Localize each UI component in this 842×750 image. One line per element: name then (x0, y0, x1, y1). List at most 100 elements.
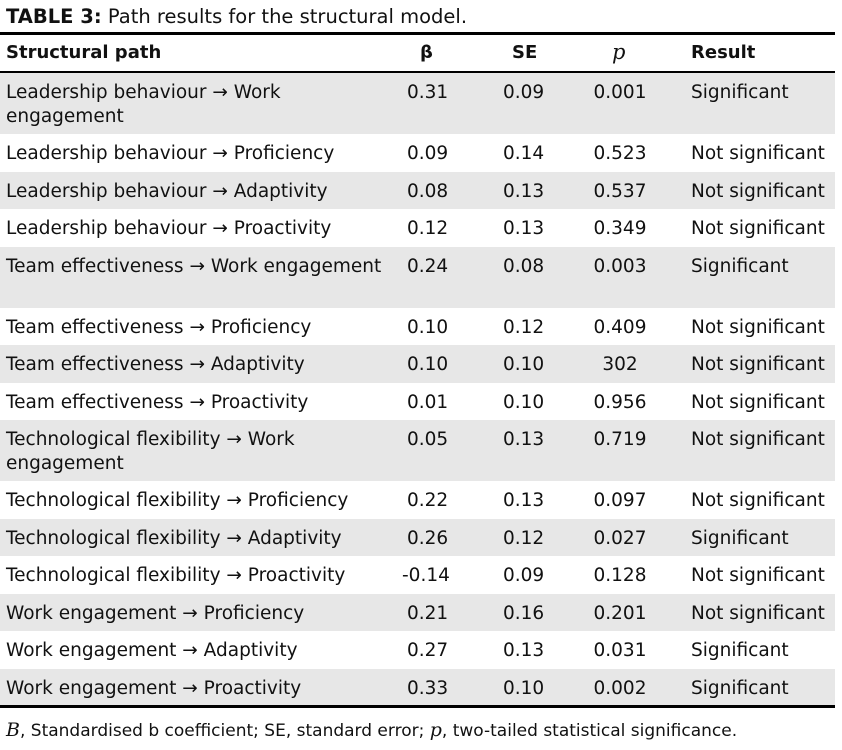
cell-p: 302 (602, 354, 638, 375)
cell-beta: 0.31 (407, 82, 449, 103)
cell-path: Leadership behaviour → Work engagement (6, 82, 281, 127)
cell-beta: 0.33 (407, 677, 449, 699)
cell-path: Team effectiveness → Proactivity (6, 391, 309, 413)
cell-p: 0.128 (593, 565, 647, 586)
cell-se: 0.12 (503, 527, 545, 549)
cell-se: 0.10 (503, 677, 545, 699)
cell-path: Work engagement → Proactivity (6, 677, 302, 699)
cell-p: 0.027 (593, 527, 647, 549)
table-row: Leadership behaviour → Proficiency 0.09 … (0, 134, 835, 172)
cell-se: 0.09 (503, 565, 545, 586)
table-row: Technological flexibility → Adaptivity 0… (0, 518, 835, 556)
cell-result: Significant (691, 255, 789, 277)
table-caption: TABLE 3: Path results for the structural… (6, 4, 467, 30)
cell-result: Significant (691, 527, 789, 549)
table-row: Work engagement → Adaptivity 0.27 0.13 0… (0, 631, 835, 669)
table-row: Technological flexibility → Work engagem… (0, 420, 835, 481)
cell-beta: 0.12 (407, 218, 449, 239)
cell-result: Not significant (691, 143, 825, 164)
cell-se: 0.14 (503, 143, 545, 164)
cell-path: Work engagement → Adaptivity (6, 640, 298, 661)
bottom-rule (0, 705, 835, 708)
table-label: TABLE 3: (6, 5, 102, 28)
header-rule (0, 71, 835, 73)
cell-path: Team effectiveness → Proficiency (6, 316, 312, 338)
cell-path: Work engagement → Proficiency (6, 602, 305, 624)
cell-p: 0.537 (593, 180, 647, 202)
header-p: p (612, 40, 626, 64)
cell-result: Not significant (691, 180, 825, 202)
cell-p: 0.003 (593, 255, 647, 277)
cell-beta: 0.21 (407, 602, 449, 624)
cell-path: Technological flexibility → Proactivity (6, 565, 346, 586)
cell-beta: 0.27 (407, 640, 449, 661)
table-footnote: B, Standardised b coefficient; SE, stand… (6, 718, 737, 743)
table-row: Work engagement → Proficiency 0.21 0.16 … (0, 593, 835, 631)
table-row: Team effectiveness → Adaptivity 0.10 0.1… (0, 345, 835, 383)
cell-beta: -0.14 (402, 565, 450, 586)
table-row: Team effectiveness → Proficiency 0.10 0.… (0, 308, 835, 346)
cell-p: 0.523 (593, 143, 647, 164)
cell-beta: 0.08 (407, 180, 449, 202)
cell-beta: 0.22 (407, 490, 449, 511)
cell-path: Technological flexibility → Proficiency (6, 490, 349, 511)
table-row: Leadership behaviour → Proactivity 0.12 … (0, 209, 835, 247)
cell-se: 0.13 (503, 640, 545, 661)
cell-p: 0.002 (593, 677, 647, 699)
cell-p: 0.001 (593, 82, 647, 103)
table-row: Work engagement → Proactivity 0.33 0.10 … (0, 668, 835, 706)
cell-se: 0.16 (503, 602, 545, 624)
cell-path: Technological flexibility → Adaptivity (6, 527, 342, 549)
cell-se: 0.08 (503, 255, 545, 277)
table-row: Technological flexibility → Proficiency … (0, 481, 835, 519)
cell-result: Not significant (691, 490, 825, 511)
table-row: Team effectiveness → Proactivity 0.01 0.… (0, 383, 835, 421)
cell-result: Not significant (691, 316, 825, 338)
cell-p: 0.349 (593, 218, 647, 239)
cell-path: Leadership behaviour → Adaptivity (6, 180, 328, 202)
cell-result: Not significant (691, 391, 825, 413)
footnote-text-2: , two-tailed statistical significance. (441, 721, 738, 741)
cell-p: 0.719 (593, 429, 647, 450)
cell-beta: 0.10 (407, 354, 449, 375)
cell-se: 0.13 (503, 429, 545, 450)
footnote-text-1: , Standardised b coefficient; SE, standa… (19, 721, 430, 741)
table-row: Leadership behaviour → Adaptivity 0.08 0… (0, 171, 835, 209)
cell-result: Not significant (691, 429, 825, 450)
cell-path: Team effectiveness → Adaptivity (6, 354, 305, 375)
cell-p: 0.097 (593, 490, 647, 511)
cell-beta: 0.01 (407, 391, 449, 413)
table-row: Leadership behaviour → Work engagement 0… (0, 73, 835, 134)
table-row: Team effectiveness → Work engagement 0.2… (0, 246, 835, 308)
header-structural-path: Structural path (6, 42, 162, 63)
table-row: Technological flexibility → Proactivity … (0, 556, 835, 594)
header-beta: β (420, 42, 433, 63)
cell-result: Not significant (691, 565, 825, 586)
header-result: Result (691, 42, 756, 63)
cell-se: 0.10 (503, 391, 545, 413)
cell-result: Not significant (691, 354, 825, 375)
table-body: Leadership behaviour → Work engagement 0… (0, 73, 835, 706)
cell-result: Not significant (691, 602, 825, 624)
cell-result: Not significant (691, 218, 825, 239)
top-rule (0, 32, 835, 35)
cell-se: 0.13 (503, 180, 545, 202)
cell-beta: 0.10 (407, 316, 449, 338)
cell-beta: 0.26 (407, 527, 449, 549)
cell-se: 0.12 (503, 316, 545, 338)
footnote-p-symbol: p (429, 719, 442, 741)
cell-se: 0.10 (503, 354, 545, 375)
cell-p: 0.956 (593, 391, 647, 413)
cell-path: Technological flexibility → Work engagem… (6, 429, 295, 474)
table-title: Path results for the structural model. (107, 5, 468, 28)
cell-result: Significant (691, 677, 789, 699)
cell-beta: 0.24 (407, 255, 449, 277)
cell-p: 0.409 (593, 316, 647, 338)
cell-path: Leadership behaviour → Proficiency (6, 143, 335, 164)
cell-beta: 0.05 (407, 429, 449, 450)
footnote-beta-symbol: B (6, 719, 20, 741)
cell-path: Leadership behaviour → Proactivity (6, 218, 332, 239)
cell-result: Significant (691, 640, 789, 661)
header-se: SE (512, 42, 538, 63)
cell-beta: 0.09 (407, 143, 449, 164)
